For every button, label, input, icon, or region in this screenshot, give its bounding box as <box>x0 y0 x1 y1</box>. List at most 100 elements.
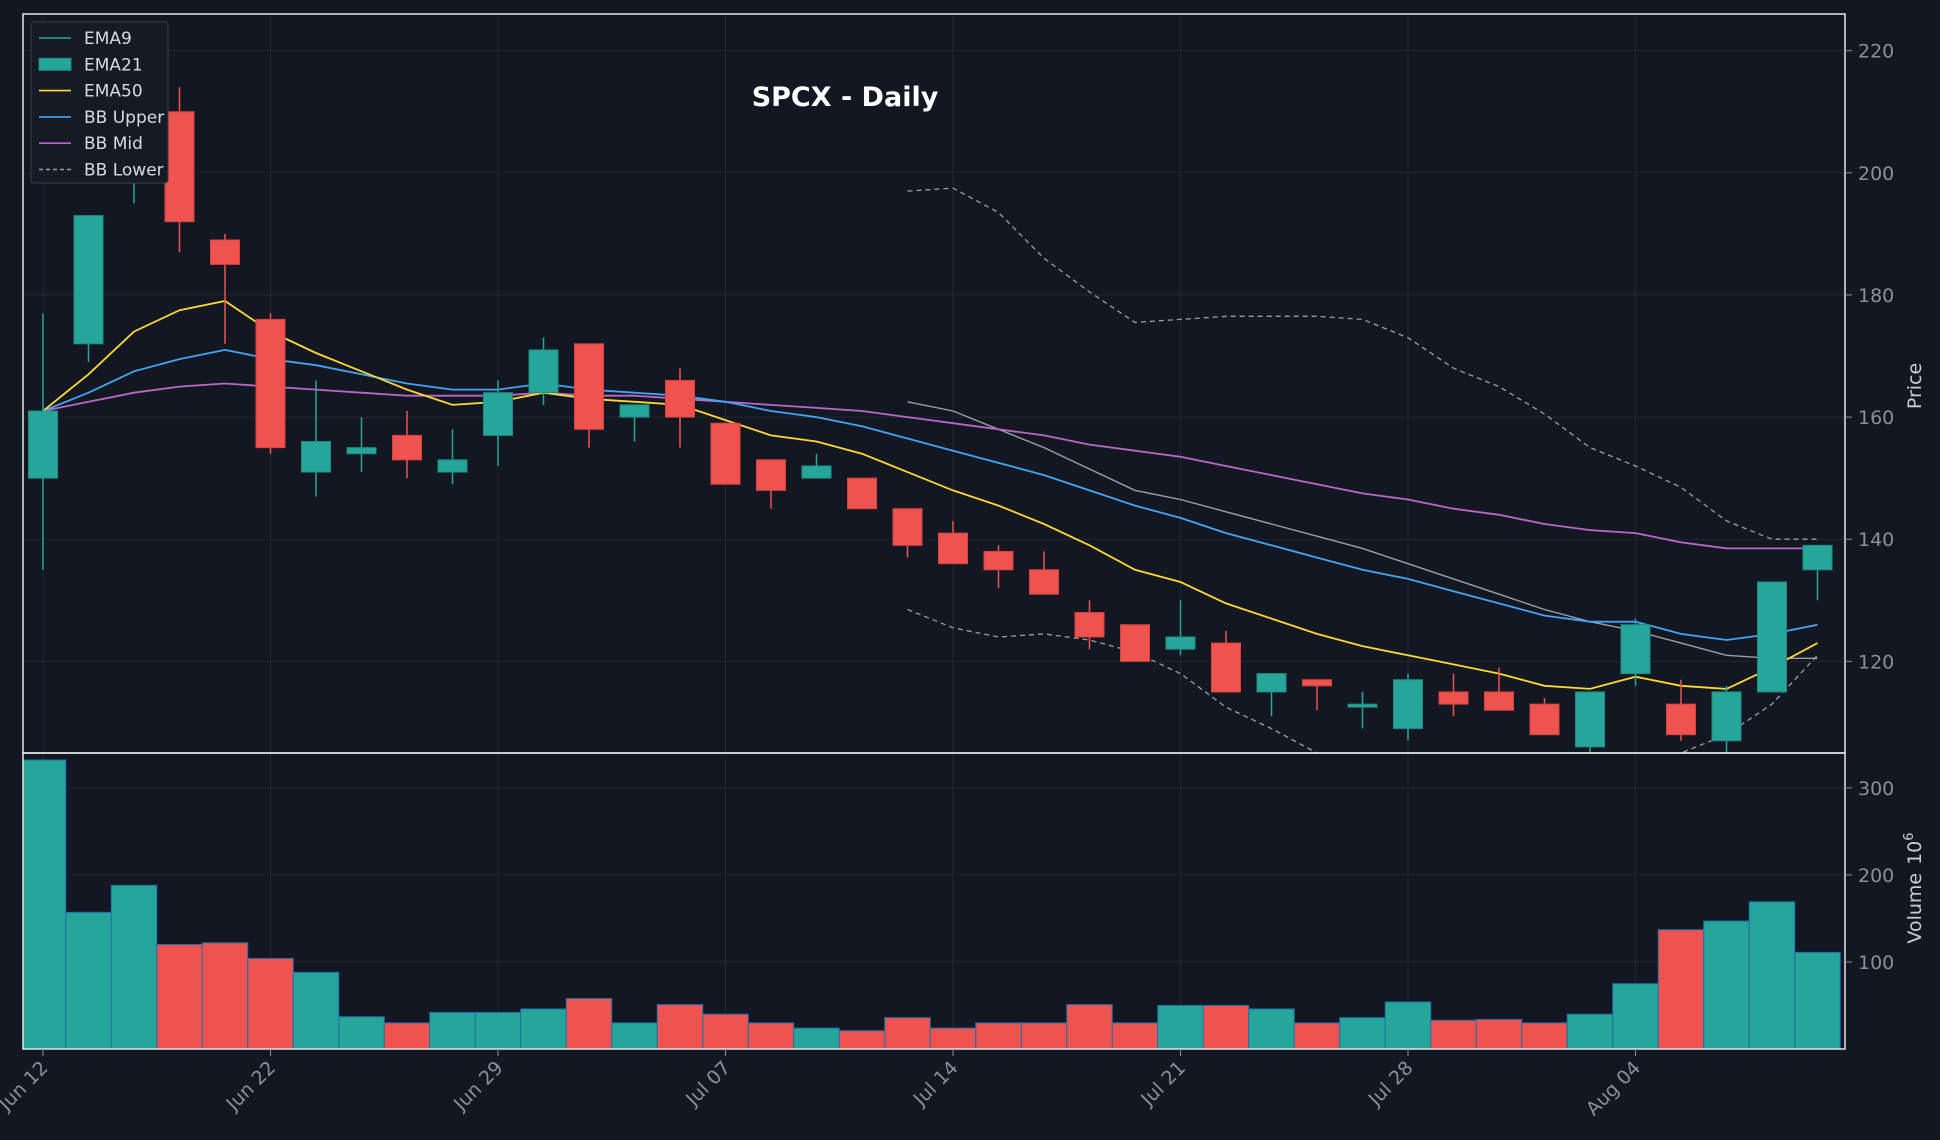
volume-bar <box>247 957 294 1049</box>
candle-body <box>574 343 604 430</box>
ema50-line <box>42 300 1818 690</box>
candle-body <box>483 392 513 436</box>
candle-body <box>1484 691 1514 711</box>
candle-body <box>710 422 741 485</box>
candle-body <box>1347 703 1378 708</box>
volume-panel-frame <box>22 752 1846 1050</box>
volume-bar <box>1430 1019 1477 1049</box>
volume-bar <box>1657 929 1705 1049</box>
volume-axis-label-exponent: 6 <box>1902 832 1917 840</box>
candle-body <box>1620 624 1651 675</box>
candle-body <box>1438 691 1469 705</box>
volume-bar <box>520 1008 567 1049</box>
volume-bar <box>565 998 613 1049</box>
candle-body <box>1029 569 1059 595</box>
price-tick-label: 220 <box>1858 41 1894 63</box>
volume-bar <box>1339 1017 1386 1049</box>
volume-bar <box>292 971 340 1049</box>
candle-body <box>1757 581 1787 693</box>
volume-tick-label: 200 <box>1858 865 1894 887</box>
candle-body <box>1666 703 1696 736</box>
candle-body <box>1256 673 1287 693</box>
volume-bar <box>383 1022 431 1049</box>
ema21-line <box>42 348 1818 641</box>
candle-body <box>437 459 468 473</box>
volume-bar <box>1566 1013 1614 1049</box>
legend-swatch <box>38 57 72 71</box>
candle-body <box>892 508 923 546</box>
volume-bar <box>1703 920 1750 1049</box>
volume-bar <box>702 1013 749 1049</box>
candle-body <box>1165 636 1196 650</box>
volume-bar <box>201 942 249 1049</box>
volume-bar <box>1521 1022 1568 1049</box>
bb-outer-upper-line <box>907 187 1818 540</box>
candle-body <box>1302 679 1332 687</box>
candle-body <box>210 239 240 265</box>
volume-bar <box>747 1022 795 1049</box>
volume-bar <box>110 884 158 1049</box>
candle-body <box>665 379 695 418</box>
price-tick-label: 180 <box>1858 285 1894 307</box>
legend-label: EMA9 <box>84 29 132 49</box>
candle-body <box>28 410 58 479</box>
candle-body <box>847 477 877 510</box>
price-axis-label: Price <box>1904 363 1926 409</box>
candle-body <box>1529 703 1560 736</box>
candle-body <box>1393 679 1423 730</box>
volume-bar <box>1748 901 1796 1049</box>
volume-bar <box>1612 983 1659 1049</box>
price-tick-label: 140 <box>1858 529 1894 551</box>
candle-body <box>255 318 286 449</box>
legend-label: BB Lower <box>84 161 164 181</box>
volume-bar <box>611 1022 658 1049</box>
legend: EMA9 EMA21 EMA50 BB Upper BB Mid BB Lower <box>30 21 169 184</box>
volume-axis-label-base: 10 <box>1904 841 1926 865</box>
candle-body <box>801 465 832 479</box>
volume-axis-label: Volume 106 <box>1902 832 1926 943</box>
volume-bar <box>1475 1018 1523 1049</box>
bb-outer-lower-line <box>907 608 1818 753</box>
volume-axis-label-text: Volume <box>1904 873 1926 944</box>
candle-body <box>528 349 559 394</box>
volume-bar <box>474 1011 522 1049</box>
candles <box>28 87 1833 753</box>
volume-bar <box>1111 1022 1159 1049</box>
candle-body <box>73 215 104 345</box>
volume-bar <box>1202 1004 1250 1049</box>
volume-bar <box>65 911 112 1049</box>
axes-frame <box>22 13 1846 1050</box>
volume-bar <box>1066 1004 1113 1049</box>
volume-bar <box>793 1027 840 1049</box>
volume-bar <box>429 1011 476 1049</box>
volume-bar <box>884 1017 931 1049</box>
volume-bar <box>1157 1004 1204 1049</box>
legend-label: BB Mid <box>84 134 143 154</box>
candle-body <box>346 447 377 455</box>
bb-mid-line <box>42 382 1818 550</box>
ema9-line <box>907 401 1818 659</box>
volume-bar <box>1248 1008 1295 1049</box>
candle-body <box>301 441 331 473</box>
candle-body <box>1120 624 1150 662</box>
volume-bar <box>156 944 203 1049</box>
volume-bar <box>656 1004 704 1049</box>
candle-body <box>1575 691 1605 748</box>
chart-title: SPCX - Daily <box>752 82 939 113</box>
price-tick-label: 160 <box>1858 407 1894 429</box>
candle-body <box>392 434 422 461</box>
legend-label: BB Upper <box>84 108 164 128</box>
candle-body <box>983 550 1014 571</box>
candle-body <box>938 532 968 565</box>
price-tick-label: 120 <box>1858 651 1894 673</box>
volume-bar <box>23 759 67 1049</box>
legend-label: EMA50 <box>84 82 143 102</box>
volume-bar <box>1384 1001 1432 1049</box>
volume-bar <box>838 1030 886 1049</box>
volume-tick-label: 100 <box>1858 952 1894 974</box>
legend-label: EMA21 <box>84 55 143 75</box>
candle-body <box>164 111 195 223</box>
candle-body <box>1211 642 1241 693</box>
candle-body <box>756 459 786 491</box>
